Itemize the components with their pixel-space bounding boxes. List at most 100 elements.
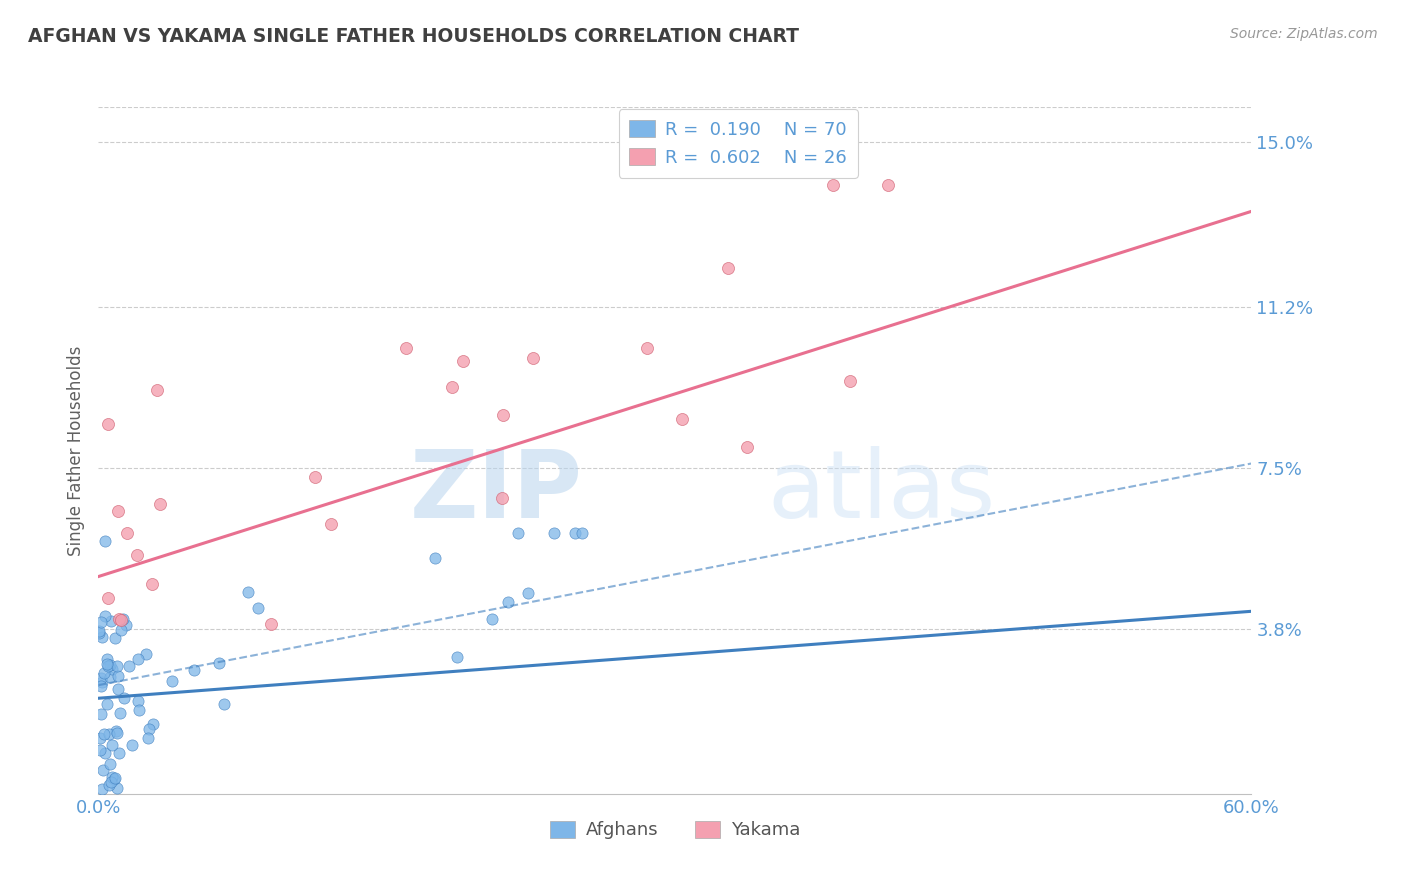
Point xyxy=(446,650,468,665)
Point xyxy=(319,517,342,532)
Point xyxy=(149,497,172,511)
Point xyxy=(94,533,117,548)
Point xyxy=(110,613,132,627)
Point xyxy=(160,674,183,689)
Point xyxy=(145,383,167,397)
Text: ZIP: ZIP xyxy=(409,446,582,538)
Point xyxy=(97,417,120,432)
Point xyxy=(104,723,127,738)
Point xyxy=(107,682,129,697)
Point xyxy=(839,374,862,388)
Point xyxy=(97,659,120,673)
Point xyxy=(506,526,529,541)
Point xyxy=(423,551,446,566)
Point xyxy=(101,661,124,675)
Point xyxy=(97,727,120,741)
Point xyxy=(247,601,270,615)
Point xyxy=(94,608,117,623)
Point xyxy=(138,723,160,737)
Point xyxy=(100,774,122,789)
Point xyxy=(105,658,128,673)
Point xyxy=(107,504,129,518)
Point xyxy=(522,351,544,365)
Point xyxy=(100,614,122,628)
Point xyxy=(98,778,121,792)
Point xyxy=(103,772,125,786)
Y-axis label: Single Father Households: Single Father Households xyxy=(66,345,84,556)
Point xyxy=(453,354,475,368)
Point xyxy=(98,756,121,771)
Point xyxy=(496,594,519,608)
Point xyxy=(112,690,135,705)
Point xyxy=(671,411,693,425)
Point xyxy=(142,717,165,731)
Point xyxy=(98,670,121,684)
Point xyxy=(90,781,112,796)
Text: AFGHAN VS YAKAMA SINGLE FATHER HOUSEHOLDS CORRELATION CHART: AFGHAN VS YAKAMA SINGLE FATHER HOUSEHOLD… xyxy=(28,27,799,45)
Point xyxy=(96,651,118,665)
Point xyxy=(441,380,464,394)
Point xyxy=(87,625,110,640)
Point xyxy=(89,743,111,757)
Point xyxy=(107,669,129,683)
Point xyxy=(183,663,205,677)
Point xyxy=(97,591,120,606)
Point xyxy=(91,674,114,689)
Point xyxy=(89,624,111,638)
Point xyxy=(735,441,758,455)
Point xyxy=(125,548,148,562)
Point xyxy=(100,770,122,784)
Point xyxy=(717,260,740,275)
Point xyxy=(492,408,515,422)
Point xyxy=(117,526,139,541)
Point xyxy=(93,746,115,760)
Point xyxy=(105,725,128,739)
Point xyxy=(395,342,418,356)
Point xyxy=(107,780,129,795)
Point xyxy=(127,694,149,708)
Point xyxy=(564,526,586,541)
Point xyxy=(304,470,326,484)
Point xyxy=(108,706,131,720)
Point xyxy=(636,341,658,355)
Point xyxy=(128,703,150,717)
Point xyxy=(212,697,235,711)
Point xyxy=(98,657,121,672)
Point xyxy=(93,726,115,740)
Point xyxy=(115,618,138,632)
Point xyxy=(543,526,565,541)
Point xyxy=(516,586,538,600)
Text: Source: ZipAtlas.com: Source: ZipAtlas.com xyxy=(1230,27,1378,41)
Point xyxy=(118,658,141,673)
Point xyxy=(96,698,118,712)
Point xyxy=(491,491,513,506)
Point xyxy=(110,623,132,637)
Point xyxy=(93,665,115,680)
Point xyxy=(90,679,112,693)
Point xyxy=(90,615,112,629)
Point xyxy=(91,630,114,644)
Point xyxy=(91,763,114,777)
Point xyxy=(876,178,898,193)
Point xyxy=(136,731,159,745)
Point xyxy=(135,647,157,661)
Point xyxy=(121,738,143,752)
Point xyxy=(104,771,127,785)
Point xyxy=(107,746,129,760)
Point xyxy=(141,577,163,591)
Point xyxy=(104,631,127,645)
Point xyxy=(208,656,231,670)
Legend: Afghans, Yakama: Afghans, Yakama xyxy=(543,814,807,847)
Point xyxy=(571,526,593,541)
Point xyxy=(236,585,259,599)
Point xyxy=(89,731,111,746)
Point xyxy=(90,706,112,721)
Point xyxy=(107,612,129,626)
Point xyxy=(112,612,135,626)
Text: atlas: atlas xyxy=(768,446,995,538)
Point xyxy=(101,738,124,752)
Point xyxy=(127,652,149,666)
Point xyxy=(96,657,118,672)
Point xyxy=(90,671,112,685)
Point xyxy=(481,612,503,626)
